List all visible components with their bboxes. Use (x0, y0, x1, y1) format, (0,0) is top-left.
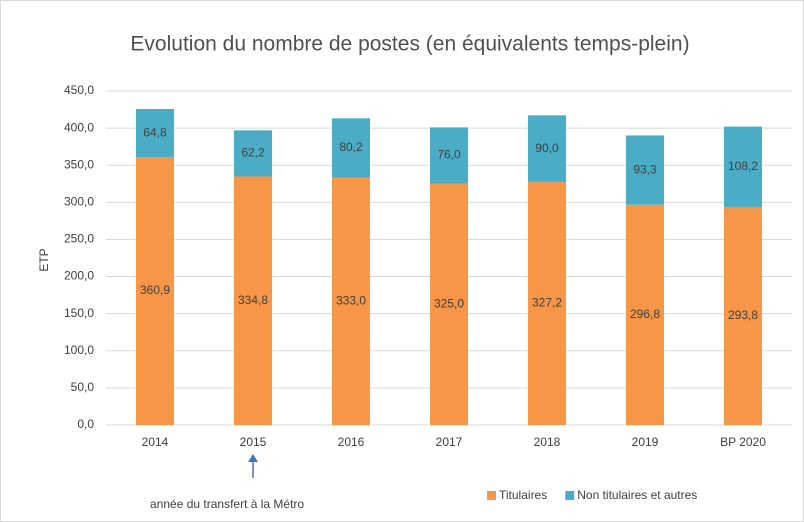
value-label: 334,8 (238, 293, 268, 307)
chart-title: Evolution du nombre de postes (en équiva… (130, 33, 689, 56)
y-tick-label: 50,0 (71, 380, 95, 394)
value-label: 90,0 (535, 141, 559, 155)
bar-segment (430, 127, 468, 184)
bar-segment (528, 182, 566, 425)
x-tick-label: BP 2020 (720, 435, 766, 449)
value-label: 108,2 (728, 159, 758, 173)
y-tick-label: 200,0 (64, 269, 94, 283)
x-tick-label: 2019 (632, 435, 659, 449)
bar-segment (724, 206, 762, 425)
annotation-arrowhead (248, 454, 258, 462)
value-label: 296,8 (630, 307, 660, 321)
value-label: 360,9 (140, 283, 170, 297)
y-tick-label: 350,0 (64, 157, 94, 171)
value-label: 93,3 (633, 162, 657, 176)
x-tick-label: 2017 (436, 435, 463, 449)
bar-segment (332, 118, 370, 178)
x-tick-label: 2018 (534, 435, 561, 449)
bar-segment (136, 109, 174, 158)
y-tick-label: 250,0 (64, 232, 94, 246)
value-label: 62,2 (241, 146, 265, 160)
value-label: 64,8 (143, 125, 167, 139)
bar-segment (234, 130, 272, 177)
legend-label: Non titulaires et autres (577, 488, 697, 502)
legend-label: Titulaires (499, 488, 547, 502)
value-label: 333,0 (336, 294, 366, 308)
value-label: 325,0 (434, 297, 464, 311)
x-tick-label: 2015 (240, 435, 267, 449)
bar-segment (332, 177, 370, 425)
annotation: année du transfert à la Métro (150, 497, 304, 511)
bar-segment (136, 157, 174, 425)
y-tick-label: 400,0 (64, 120, 94, 134)
bar-segment (234, 176, 272, 425)
y-tick-label: 0,0 (77, 417, 94, 431)
y-tick-label: 100,0 (64, 343, 94, 357)
y-tick-label: 150,0 (64, 306, 94, 320)
legend-swatch (487, 491, 496, 500)
bar-segment (430, 183, 468, 425)
value-label: 327,2 (532, 296, 562, 310)
bar-segment (626, 135, 664, 205)
y-tick-label: 300,0 (64, 195, 94, 209)
value-label: 80,2 (339, 140, 363, 154)
value-label: 76,0 (437, 148, 461, 162)
bar-segment (528, 115, 566, 183)
y-axis-label: ETP (37, 248, 51, 271)
value-label: 293,8 (728, 308, 758, 322)
bar-segment (626, 204, 664, 425)
y-tick-label: 450,0 (64, 83, 94, 97)
bar-segment (724, 126, 762, 207)
x-tick-label: 2016 (338, 435, 365, 449)
legend-swatch (565, 491, 575, 500)
x-tick-label: 2014 (142, 435, 169, 449)
